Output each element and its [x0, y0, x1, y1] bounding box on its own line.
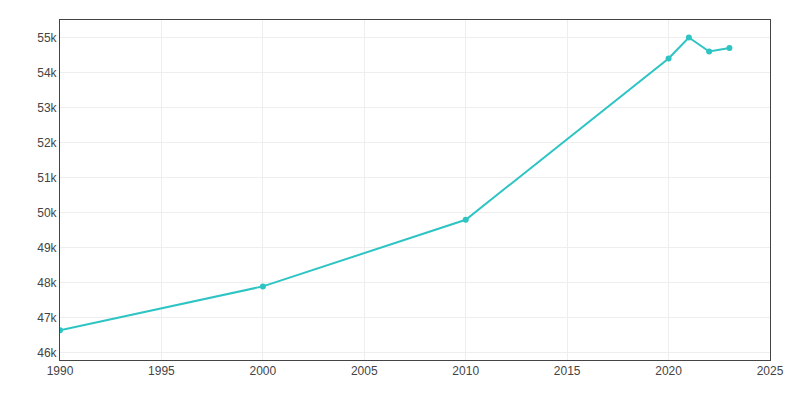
- svg-text:51k: 51k: [37, 171, 57, 185]
- svg-text:48k: 48k: [37, 276, 57, 290]
- svg-text:47k: 47k: [37, 311, 57, 325]
- svg-text:2010: 2010: [452, 364, 479, 378]
- svg-text:49k: 49k: [37, 241, 57, 255]
- svg-text:2005: 2005: [351, 364, 378, 378]
- svg-text:2025: 2025: [757, 364, 784, 378]
- svg-text:50k: 50k: [37, 206, 57, 220]
- svg-text:1995: 1995: [148, 364, 175, 378]
- svg-text:53k: 53k: [37, 101, 57, 115]
- svg-text:55k: 55k: [37, 31, 57, 45]
- svg-text:54k: 54k: [37, 66, 57, 80]
- svg-text:1990: 1990: [47, 364, 74, 378]
- svg-text:2020: 2020: [655, 364, 682, 378]
- svg-text:46k: 46k: [37, 346, 57, 360]
- svg-text:52k: 52k: [37, 136, 57, 150]
- svg-text:2015: 2015: [554, 364, 581, 378]
- svg-text:2000: 2000: [250, 364, 277, 378]
